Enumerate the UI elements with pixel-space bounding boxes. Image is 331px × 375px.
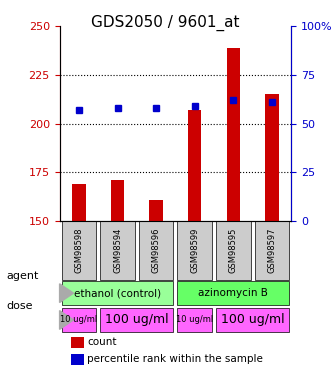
Text: GSM98594: GSM98594 <box>113 228 122 273</box>
Text: azinomycin B: azinomycin B <box>198 288 268 298</box>
FancyBboxPatch shape <box>62 308 96 332</box>
Text: 100 ug/ml: 100 ug/ml <box>221 314 284 327</box>
Bar <box>71 354 84 365</box>
Text: percentile rank within the sample: percentile rank within the sample <box>87 354 263 364</box>
FancyBboxPatch shape <box>62 221 96 280</box>
Bar <box>188 110 202 221</box>
FancyBboxPatch shape <box>216 221 251 280</box>
Text: 100 ug/ml: 100 ug/ml <box>105 314 168 327</box>
FancyBboxPatch shape <box>62 281 173 305</box>
FancyArrow shape <box>60 310 73 329</box>
FancyBboxPatch shape <box>177 281 289 305</box>
Text: ethanol (control): ethanol (control) <box>74 288 161 298</box>
Bar <box>71 337 84 348</box>
Text: agent: agent <box>7 271 39 280</box>
Text: GSM98596: GSM98596 <box>152 228 161 273</box>
Text: GDS2050 / 9601_at: GDS2050 / 9601_at <box>91 15 240 31</box>
Text: 10 ug/ml: 10 ug/ml <box>176 315 213 324</box>
Text: count: count <box>87 337 117 347</box>
FancyBboxPatch shape <box>139 221 173 280</box>
Text: GSM98595: GSM98595 <box>229 228 238 273</box>
FancyBboxPatch shape <box>177 221 212 280</box>
Text: 10 ug/ml: 10 ug/ml <box>60 315 98 324</box>
Text: GSM98597: GSM98597 <box>267 228 276 273</box>
Bar <box>111 180 124 221</box>
Text: dose: dose <box>7 301 33 310</box>
FancyBboxPatch shape <box>100 221 135 280</box>
Bar <box>72 184 86 221</box>
Bar <box>227 48 240 221</box>
FancyBboxPatch shape <box>100 308 173 332</box>
FancyBboxPatch shape <box>177 308 212 332</box>
FancyBboxPatch shape <box>255 221 289 280</box>
Text: GSM98598: GSM98598 <box>74 228 83 273</box>
Bar <box>265 94 279 221</box>
Text: GSM98599: GSM98599 <box>190 228 199 273</box>
Bar <box>149 200 163 221</box>
FancyBboxPatch shape <box>216 308 289 332</box>
FancyArrow shape <box>60 284 73 303</box>
